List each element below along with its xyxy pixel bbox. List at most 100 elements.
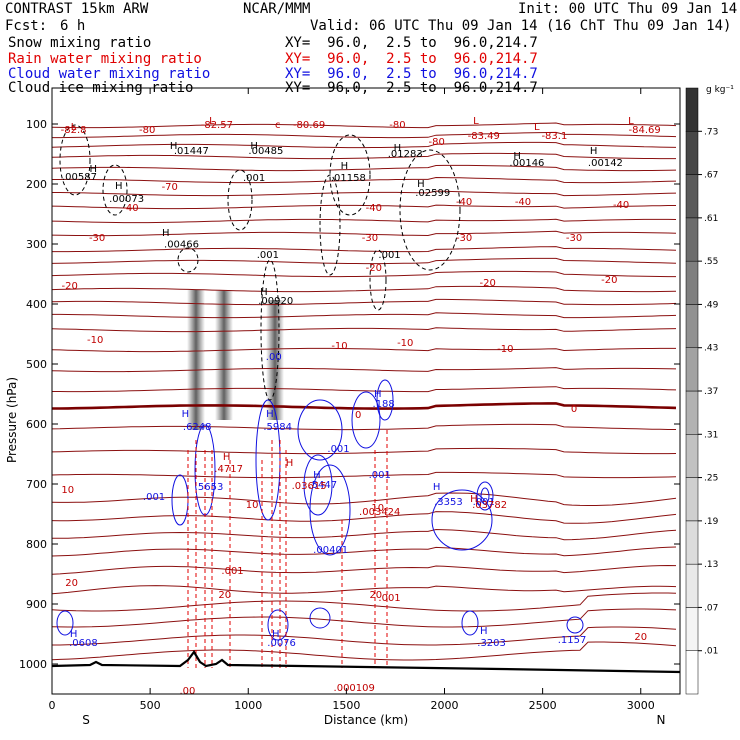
colorbar-tick-label: .67 — [704, 171, 718, 181]
contour-label: -40 — [366, 203, 382, 214]
temperature-contour — [52, 204, 676, 210]
contour-label: H — [260, 287, 268, 298]
cloud-water-contour — [255, 399, 281, 521]
y-axis-label: Pressure (hPa) — [5, 377, 19, 463]
cloud-water-contour — [297, 399, 343, 461]
cloud-water-contour — [309, 464, 351, 556]
contour-label: L — [473, 116, 479, 127]
contour-label: -80.69 — [293, 120, 325, 131]
colorbar-swatch — [685, 650, 699, 695]
ice-contour — [329, 134, 371, 216]
colorbar-tick-label: .19 — [704, 517, 719, 527]
north-end-label: N — [657, 713, 666, 727]
colorbar-tick-label: .25 — [704, 474, 718, 484]
contour-label: H — [341, 161, 349, 172]
contour-label: -30 — [89, 233, 105, 244]
terrain-line — [52, 650, 680, 674]
contour-label: H — [182, 409, 190, 420]
contour-label: .5653 — [195, 482, 224, 493]
contour-label: H — [162, 228, 170, 239]
contour-label: -82.8 — [61, 125, 87, 136]
temperature-contour — [52, 218, 677, 224]
ice-contour — [399, 149, 461, 271]
contour-label: 20 — [634, 632, 647, 643]
contour-label: H — [313, 470, 321, 481]
fcst-value: 6 h — [60, 18, 86, 34]
contour-label: -10 — [397, 338, 413, 349]
contour-label: H — [590, 146, 598, 157]
cloud-water-contour — [476, 481, 494, 511]
cloud-water-contour — [351, 391, 381, 449]
contour-label: .001 — [369, 470, 391, 481]
x-tick-label: 0 — [49, 699, 56, 712]
contour-label: -20 — [480, 278, 496, 289]
contour-label: .5984 — [263, 422, 292, 433]
colorbar-swatch — [685, 217, 699, 262]
cloud-water-contour — [267, 609, 289, 641]
contour-label: .001 — [143, 492, 165, 503]
field-cloudwater-name: Cloud water mixing ratio — [8, 66, 211, 82]
temperature-contour — [52, 492, 677, 506]
colorbar-tick-label: .73 — [704, 127, 718, 137]
valid-time: Valid: 06 UTC Thu 09 Jan 14 (16 ChT Thu … — [310, 18, 732, 34]
colorbar-swatch — [685, 260, 699, 305]
ice-contour — [319, 174, 341, 276]
colorbar-tick-label: .07 — [704, 603, 718, 613]
temperature-contour — [52, 190, 677, 197]
y-tick-label: 1000 — [19, 658, 47, 671]
header-center: NCAR/MMM — [243, 1, 311, 17]
contour-label: -30 — [456, 233, 472, 244]
contour-label: .001 — [378, 593, 400, 604]
contour-label: -30 — [566, 233, 582, 244]
temperature-contour — [52, 511, 677, 524]
header-title: CONTRAST 15km ARW — [5, 1, 149, 17]
contour-label: -10 — [87, 335, 103, 346]
temperature-contour — [52, 141, 677, 149]
contour-label: .00920 — [258, 296, 293, 307]
contour-label: -20 — [601, 275, 617, 286]
contour-label: -40 — [122, 203, 138, 214]
colorbar-swatch — [685, 87, 699, 132]
south-end-label: S — [82, 713, 90, 727]
temperature-contour — [52, 546, 677, 557]
y-tick-label: 200 — [26, 178, 47, 191]
plot-frame — [51, 87, 681, 695]
contour-label: .001 — [378, 250, 400, 261]
contour-label: H — [417, 179, 425, 190]
colorbar-swatch — [685, 390, 699, 435]
colorbar-tick-label: .01 — [704, 647, 718, 657]
temperature-contour — [52, 246, 677, 253]
contour-label: 10 — [246, 500, 259, 511]
temperature-contour — [52, 152, 676, 160]
temperature-contour — [52, 641, 677, 661]
y-tick-label: 300 — [26, 238, 47, 251]
field-snow-name: Snow mixing ratio — [8, 35, 152, 51]
contour-label: -20 — [61, 281, 77, 292]
contour-label: H — [223, 452, 231, 463]
contour-label: .0076 — [267, 638, 296, 649]
contour-label: .0608 — [69, 638, 98, 649]
y-tick-label: 100 — [26, 118, 47, 131]
temperature-contour — [52, 626, 677, 646]
contour-label: .3203 — [477, 638, 506, 649]
contour-label: .00 — [179, 686, 195, 697]
contour-label: .5447 — [309, 480, 338, 491]
x-tick-label: 500 — [140, 699, 161, 712]
temperature-contour — [52, 312, 677, 319]
contour-label: -70 — [162, 182, 178, 193]
x-tick-label: 2500 — [529, 699, 557, 712]
temperature-contour — [52, 592, 677, 612]
contour-label: L — [534, 122, 540, 133]
contour-label: .00401 — [313, 545, 348, 556]
contour-label: .3353 — [434, 497, 463, 508]
x-tick-label: 2000 — [431, 699, 459, 712]
cloud-water-contour — [431, 489, 493, 551]
cloud-water-contour — [56, 610, 74, 636]
colorbar-swatch — [685, 477, 699, 522]
y-tick-label: 600 — [26, 418, 47, 431]
contour-label: 0 — [571, 404, 577, 415]
contour-label: .03615 — [292, 481, 327, 492]
cloud-water-contour — [171, 474, 189, 526]
temperature-contour — [52, 471, 677, 479]
snow-shading-column — [187, 290, 205, 430]
